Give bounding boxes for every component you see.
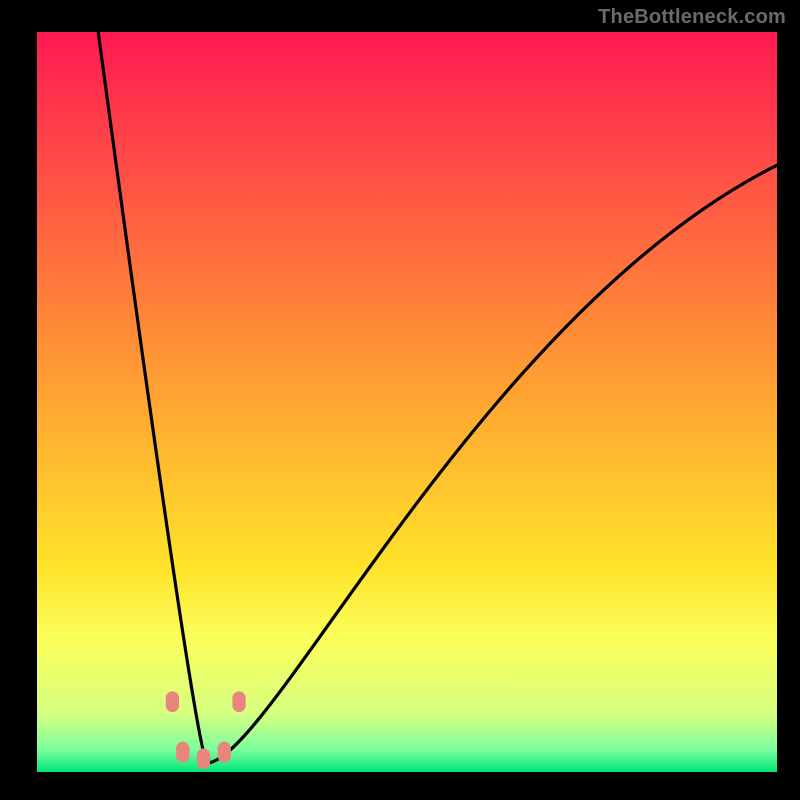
curve-marker	[166, 691, 179, 712]
curve-marker	[197, 748, 210, 769]
curve-marker	[232, 691, 245, 712]
chart-frame: TheBottleneck.com	[0, 0, 800, 800]
curve-marker	[176, 742, 189, 763]
watermark-text: TheBottleneck.com	[598, 6, 786, 29]
curve-path	[96, 32, 777, 763]
curve-marker	[218, 742, 231, 763]
plot-area	[37, 32, 777, 772]
bottleneck-curve	[37, 32, 777, 772]
